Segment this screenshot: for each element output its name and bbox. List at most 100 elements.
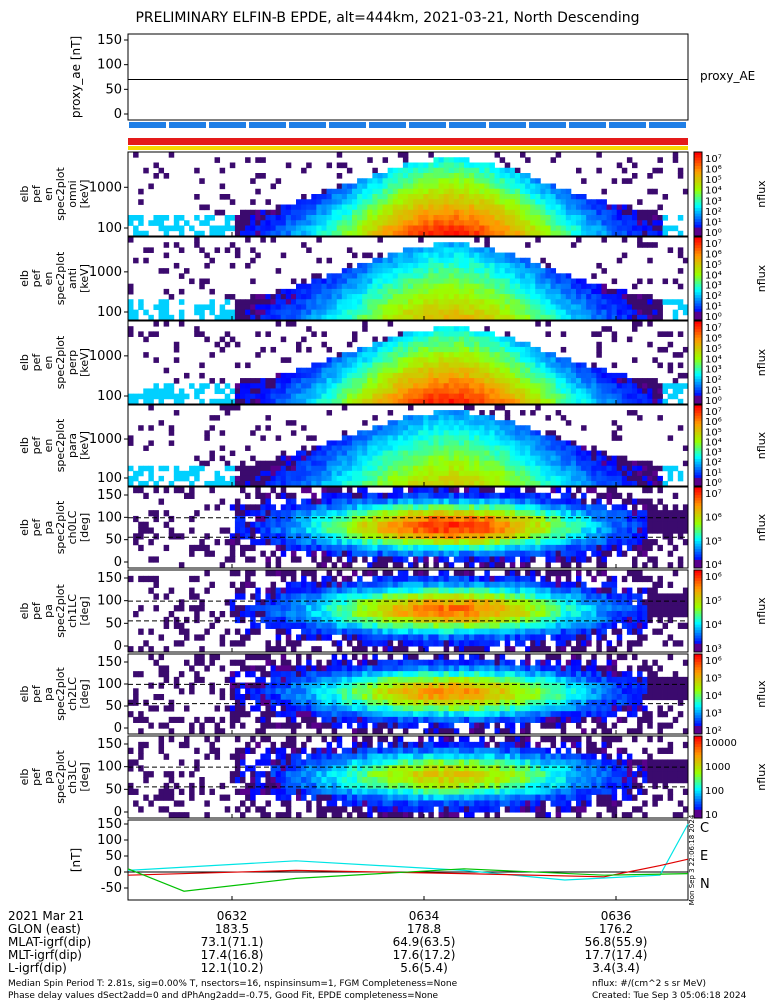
heat-cell	[346, 299, 353, 305]
heat-cell	[448, 242, 455, 248]
heat-cell	[168, 430, 175, 436]
heat-cell	[443, 398, 450, 405]
heat-cell	[530, 304, 536, 311]
heat-cell	[397, 362, 404, 369]
heat-cell	[499, 173, 506, 179]
heat-cell	[591, 299, 597, 305]
heat-cell	[311, 220, 317, 226]
heat-cell	[530, 215, 536, 221]
heat-cell	[408, 230, 414, 237]
heat-cell	[413, 539, 419, 546]
heat-cell	[311, 215, 317, 221]
heat-cell	[392, 225, 399, 232]
heat-cell	[413, 367, 419, 374]
heat-cell	[443, 460, 450, 467]
heat-cell	[606, 309, 613, 316]
heat-cell	[540, 539, 546, 546]
heat-cell	[458, 425, 465, 431]
heat-cell	[240, 504, 246, 511]
heat-cell	[285, 388, 292, 395]
heat-cell	[545, 304, 551, 311]
heat-cell	[484, 510, 490, 517]
heat-cell	[453, 465, 460, 472]
heat-cell	[428, 183, 434, 190]
heat-cell	[357, 294, 363, 300]
heat-cell	[367, 475, 373, 482]
heat-cell	[178, 215, 185, 221]
colorbar-cell	[694, 415, 702, 419]
heat-cell	[555, 544, 562, 552]
heat-cell	[331, 304, 338, 311]
heat-cell	[489, 331, 495, 337]
heat-cell	[560, 515, 567, 523]
heat-cell	[336, 480, 343, 487]
heat-cell	[290, 455, 297, 462]
heat-cell	[224, 309, 231, 316]
heat-cell	[392, 230, 399, 237]
heat-cell	[153, 393, 159, 400]
heat-cell	[301, 510, 307, 517]
heat-cell	[621, 470, 628, 477]
heat-cell	[469, 162, 475, 169]
heat-cell	[504, 521, 511, 528]
heat-cell	[377, 209, 383, 216]
heat-cell	[464, 504, 470, 511]
heat-cell	[581, 372, 587, 379]
heat-cell	[346, 465, 353, 472]
heat-cell	[530, 299, 536, 305]
heat-cell	[204, 304, 210, 311]
heat-cell	[397, 372, 404, 379]
heat-cell	[382, 455, 389, 462]
heat-cell	[382, 450, 389, 457]
heat-cell	[128, 220, 134, 226]
colorbar-cell	[694, 154, 702, 159]
heat-cell	[428, 498, 434, 505]
heat-cell	[311, 367, 317, 374]
heat-cell	[311, 475, 317, 482]
heat-cell	[209, 225, 215, 232]
colorbar-cell	[694, 213, 702, 217]
heat-cell	[428, 527, 434, 534]
heat-cell	[377, 357, 383, 363]
heat-cell	[128, 480, 134, 487]
heat-cell	[362, 533, 368, 540]
heat-cell	[270, 475, 277, 482]
heat-cell	[565, 273, 572, 279]
heat-cell	[514, 539, 521, 546]
heat-cell	[484, 383, 490, 389]
heat-cell	[178, 225, 185, 232]
heat-cell	[219, 475, 226, 482]
heat-cell	[428, 415, 434, 421]
heat-cell	[234, 383, 241, 389]
heat-cell	[591, 465, 597, 472]
heat-cell	[245, 157, 251, 163]
heat-cell	[504, 346, 511, 353]
heat-cell	[626, 314, 633, 321]
heat-cell	[499, 420, 506, 426]
heat-cell	[418, 336, 424, 343]
heat-cell	[448, 372, 455, 379]
colorbar-cell	[694, 334, 702, 339]
heat-cell	[270, 510, 277, 517]
heat-cell	[489, 278, 495, 285]
heat-cell	[469, 215, 475, 221]
heat-cell	[535, 209, 541, 216]
heat-cell	[255, 470, 261, 477]
heat-cell	[611, 331, 618, 337]
heat-cell	[494, 515, 501, 523]
heat-cell	[240, 220, 246, 226]
heat-cell	[570, 521, 577, 528]
heat-cell	[621, 252, 628, 259]
heat-cell	[443, 173, 450, 179]
heat-cell	[438, 410, 445, 416]
heat-cell	[321, 367, 327, 374]
heat-cell	[525, 341, 531, 348]
heat-cell	[402, 430, 409, 436]
heat-cell	[163, 230, 170, 237]
heat-cell	[301, 367, 307, 374]
heat-cell	[489, 357, 495, 363]
heat-cell	[397, 299, 404, 305]
heat-cell	[372, 562, 378, 569]
heat-cell	[377, 556, 383, 563]
heat-cell	[392, 455, 399, 462]
